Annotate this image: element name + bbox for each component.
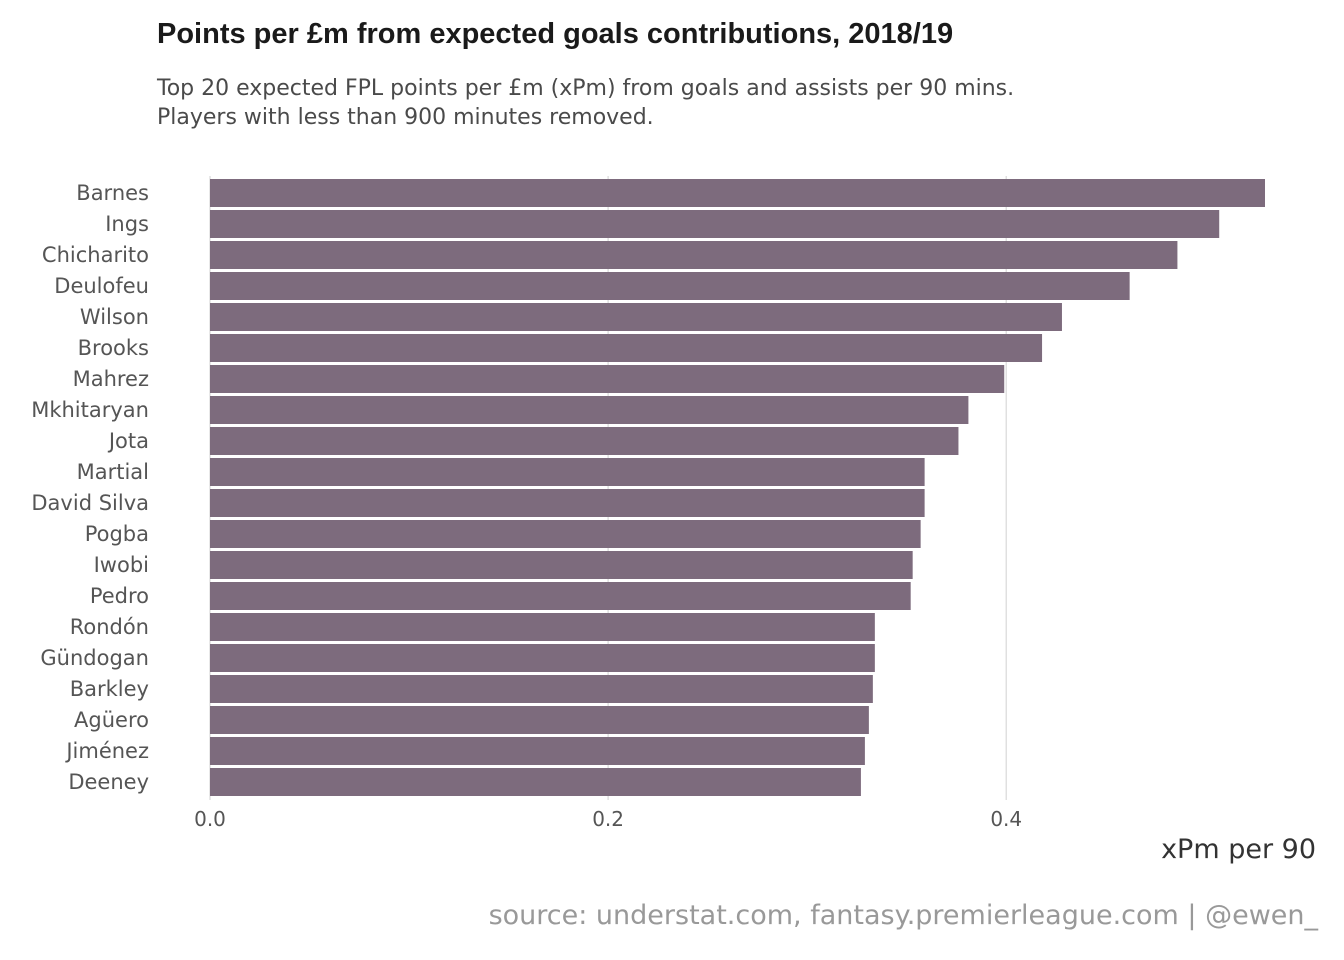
- bar: [210, 768, 861, 796]
- category-label: Chicharito: [42, 243, 149, 267]
- bar: [210, 241, 1178, 269]
- chart-subtitle-line-1: Top 20 expected FPL points per £m (xPm) …: [157, 76, 1015, 101]
- bar: [210, 613, 875, 641]
- category-label: Wilson: [80, 305, 149, 329]
- bar: [210, 644, 875, 672]
- bar: [210, 396, 969, 424]
- category-label: David Silva: [31, 491, 149, 515]
- category-label: Rondón: [70, 615, 149, 639]
- bar: [210, 179, 1265, 207]
- bar: [210, 551, 913, 579]
- category-label: Brooks: [78, 336, 149, 360]
- bar: [210, 272, 1130, 300]
- bar: [210, 303, 1062, 331]
- chart-subtitle-line-2: Players with less than 900 minutes remov…: [157, 105, 654, 130]
- bar: [210, 458, 925, 486]
- category-label: Ings: [105, 212, 149, 236]
- category-label: Martial: [77, 460, 149, 484]
- x-tick-label: 0.2: [592, 807, 624, 831]
- x-tick-labels: 0.0 0.2 0.4: [194, 807, 1022, 831]
- category-label: Agüero: [74, 708, 149, 732]
- bar: [210, 427, 959, 455]
- bar: [210, 365, 1005, 393]
- category-label: Barnes: [76, 181, 149, 205]
- bar: [210, 706, 869, 734]
- bar: [210, 675, 873, 703]
- category-label: Deulofeu: [54, 274, 149, 298]
- chart-title: Points per £m from expected goals contri…: [157, 18, 954, 50]
- category-label: Pedro: [90, 584, 149, 608]
- category-label: Jota: [107, 429, 149, 453]
- category-label: Iwobi: [94, 553, 149, 577]
- category-label: Deeney: [68, 770, 149, 794]
- bars: [210, 179, 1265, 796]
- category-label: Jiménez: [64, 739, 149, 763]
- x-tick-label: 0.4: [990, 807, 1022, 831]
- x-axis-title: xPm per 90: [1161, 834, 1316, 865]
- x-tick-label: 0.0: [194, 807, 226, 831]
- category-labels: Barnes Ings Chicharito Deulofeu Wilson Brooks…: [31, 181, 149, 794]
- bar: [210, 737, 865, 765]
- bar: [210, 489, 925, 517]
- category-label: Gündogan: [40, 646, 149, 670]
- category-label: Pogba: [85, 522, 149, 546]
- bar: [210, 582, 911, 610]
- bar: [210, 334, 1043, 362]
- bar: [210, 520, 921, 548]
- category-label: Mkhitaryan: [31, 398, 149, 422]
- category-label: Mahrez: [73, 367, 149, 391]
- bar: [210, 210, 1220, 238]
- category-label: Barkley: [70, 677, 149, 701]
- source-caption: source: understat.com, fantasy.premierle…: [488, 900, 1318, 931]
